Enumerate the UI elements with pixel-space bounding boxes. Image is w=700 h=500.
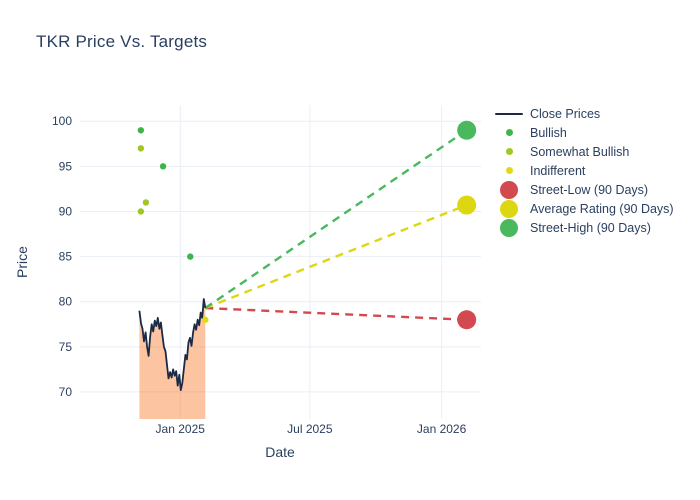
legend-item-label: Close Prices [530, 106, 601, 121]
gridlines [80, 105, 481, 419]
legend-item-label: Street-High (90 Days) [530, 220, 651, 235]
x-tick-label: Jan 2026 [417, 422, 467, 436]
legend-item-label: Average Rating (90 Days) [530, 201, 674, 216]
legend-item-label: Somewhat Bullish [530, 144, 630, 159]
y-tick-label: 70 [59, 385, 73, 399]
legend-item-bullish[interactable]: Bullish [494, 123, 674, 142]
legend-dot-icon [494, 199, 524, 218]
legend-item-indifferent[interactable]: Indifferent [494, 161, 674, 180]
rating-dot-indifferent[interactable] [202, 316, 209, 323]
plot-area[interactable] [80, 105, 481, 419]
close-price-area [139, 299, 206, 419]
legend-item-close-prices[interactable]: Close Prices [494, 104, 674, 123]
projection-line-street-high-90-days [204, 129, 468, 310]
target-dot-average-rating-90-days[interactable] [457, 195, 477, 215]
legend-item-somewhat-bullish[interactable]: Somewhat Bullish [494, 142, 674, 161]
legend-item-label: Indifferent [530, 163, 586, 178]
rating-dot-bullish[interactable] [137, 127, 145, 134]
legend-item-average-rating-90-days[interactable]: Average Rating (90 Days) [494, 199, 674, 218]
target-dot-street-low-90-days[interactable] [457, 310, 477, 330]
y-tick-label: 85 [59, 250, 73, 264]
legend-item-label: Street-Low (90 Days) [530, 182, 649, 197]
y-tick-label: 95 [59, 159, 73, 173]
projection-line-street-low-90-days [205, 306, 467, 321]
x-axis-title: Date [265, 444, 295, 460]
legend-item-street-high-90-days[interactable]: Street-High (90 Days) [494, 218, 674, 237]
close-price-line[interactable] [138, 298, 207, 392]
rating-dot-bullish[interactable] [187, 253, 194, 260]
y-axis-title: Price [14, 246, 30, 278]
legend-dot-icon [494, 180, 524, 199]
chart-title: TKR Price Vs. Targets [36, 32, 208, 51]
x-tick-label: Jul 2025 [287, 422, 333, 436]
projection-line-average-rating-90-days [204, 203, 468, 310]
legend-item-label: Bullish [530, 125, 567, 140]
legend-dot-icon [494, 218, 524, 237]
rating-dot-somewhat-bullish[interactable] [142, 199, 150, 206]
legend: Close Prices Bullish Somewhat Bullish Indif… [494, 104, 674, 237]
y-tick-label: 90 [59, 204, 73, 218]
data-series [137, 120, 477, 419]
rating-dot-somewhat-bullish[interactable] [137, 208, 145, 215]
target-dot-street-high-90-days[interactable] [457, 120, 477, 140]
legend-dot-icon [494, 148, 524, 155]
rating-dot-somewhat-bullish[interactable] [137, 145, 145, 152]
legend-item-street-low-90-days[interactable]: Street-Low (90 Days) [494, 180, 674, 199]
y-tick-label: 80 [59, 295, 73, 309]
legend-dot-icon [494, 167, 524, 174]
rating-dot-bullish[interactable] [159, 163, 167, 170]
axis-ticks: 70 75 80 85 90 95 100 Jan 2025 Jul 2025 Jan 2026 [52, 114, 467, 436]
x-tick-label: Jan 2025 [156, 422, 206, 436]
legend-dot-icon [494, 129, 524, 136]
y-tick-label: 100 [52, 114, 72, 128]
legend-line-sample-icon [494, 112, 524, 115]
y-tick-label: 75 [59, 340, 73, 354]
